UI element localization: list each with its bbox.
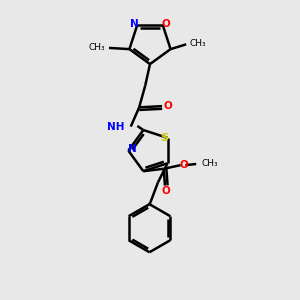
Text: O: O bbox=[161, 186, 170, 196]
Text: CH₃: CH₃ bbox=[190, 39, 206, 48]
Text: O: O bbox=[179, 160, 188, 170]
Text: O: O bbox=[161, 19, 170, 29]
Text: O: O bbox=[163, 100, 172, 110]
Text: N: N bbox=[130, 19, 139, 29]
Text: N: N bbox=[128, 144, 136, 154]
Text: CH₃: CH₃ bbox=[89, 43, 105, 52]
Text: S: S bbox=[160, 133, 168, 143]
Text: NH: NH bbox=[107, 122, 124, 132]
Text: CH₃: CH₃ bbox=[202, 160, 218, 169]
